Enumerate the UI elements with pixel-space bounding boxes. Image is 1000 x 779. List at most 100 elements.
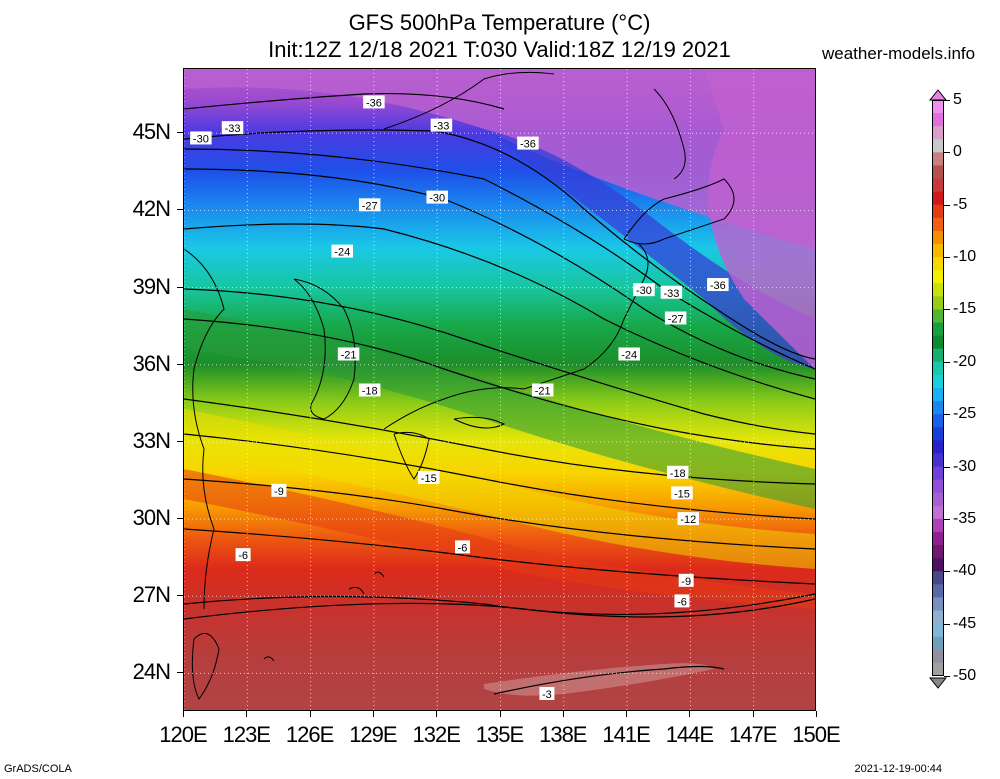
colorbar-segment: [932, 152, 944, 166]
contour-label: -36: [363, 95, 385, 109]
contour-label: -33: [660, 285, 683, 300]
japan-coast: [383, 243, 649, 430]
lon-tick-label: 141E: [602, 722, 650, 747]
colorbar-segment: [932, 414, 944, 428]
lon-tick-label: 129E: [349, 722, 397, 747]
lon-tick-label: 123E: [222, 722, 271, 747]
isotherm-line: [184, 528, 815, 585]
colorbar-segment: [932, 558, 944, 572]
software-credit: GrADS/COLA: [4, 763, 72, 775]
isotherm-line: [184, 288, 815, 435]
cold-pool-band: [184, 69, 815, 249]
lon-tick-label: 144E: [665, 722, 714, 747]
contour-label: -36: [707, 278, 729, 292]
contour-label: -33: [221, 121, 244, 135]
jet-cold-band: [484, 129, 815, 369]
colorbar-label: -25: [953, 405, 977, 423]
isotherm-line: [184, 318, 815, 450]
contour-label-text: -12: [680, 514, 696, 526]
colorbar-segment: [932, 479, 944, 494]
colorbar-tick: [944, 518, 950, 520]
colorbar-label: 0: [953, 143, 962, 161]
contour-label-text: -18: [670, 468, 686, 480]
lat-tick: [177, 132, 183, 134]
colorbar-segment: [932, 322, 944, 337]
contour-label-text: -36: [520, 139, 536, 151]
lon-tick-label: 150E: [792, 722, 840, 747]
contour-label-text: -21: [341, 349, 357, 361]
colorbar-tick: [944, 466, 950, 468]
colorbar-segment: [932, 453, 944, 468]
colorbar-tick: [944, 257, 950, 259]
colorbar-top-arrow: [928, 89, 948, 101]
colorbar-segment: [932, 401, 944, 415]
colorbar-segment: [932, 662, 944, 676]
colorbar-tick: [944, 309, 950, 311]
contour-label-text: -36: [710, 280, 726, 292]
lon-tick: [309, 711, 311, 717]
contour-label: -6: [455, 540, 471, 554]
colorbar-label: -5: [953, 195, 968, 213]
colorbar-label: -10: [953, 248, 977, 266]
colorbar-segment: [932, 113, 944, 127]
colorbar-segment: [932, 165, 944, 180]
northeast-cold-band: [704, 69, 815, 369]
contour-label-text: -15: [674, 488, 690, 500]
contour-label-text: -3: [542, 689, 552, 701]
colorbar-tick: [944, 361, 950, 363]
colorbar-segment: [932, 348, 944, 363]
colorbar-label: -15: [953, 300, 977, 318]
contour-label: -18: [358, 383, 381, 398]
lon-tick-label: 138E: [539, 722, 587, 747]
colorbar-tick: [944, 414, 950, 416]
lat-tick: [177, 440, 183, 442]
colorbar-segment: [932, 270, 944, 284]
colorbar-segment: [932, 610, 944, 625]
lon-tick: [246, 711, 248, 717]
contour-label: -21: [337, 347, 360, 361]
colorbar-segment: [932, 244, 944, 258]
lat-tick-label: 24N: [132, 659, 171, 685]
contour-label: -27: [664, 311, 687, 325]
contour-label-text: -24: [334, 247, 350, 259]
lat-tick-label: 45N: [132, 119, 171, 145]
contour-label: -15: [671, 486, 693, 500]
contour-label-text: -30: [193, 133, 209, 145]
ryukyu-islands: [373, 571, 385, 578]
lat-tick-label: 42N: [132, 196, 171, 222]
isotherm-line: [184, 593, 815, 616]
lon-tick: [752, 711, 754, 717]
colorbar-tick: [944, 623, 950, 625]
colorbar-label: -30: [953, 457, 977, 475]
lat-tick-label: 39N: [132, 273, 171, 299]
contour-label-text: -30: [429, 193, 445, 205]
colorbar-segment: [932, 388, 944, 402]
colorbar-segment: [932, 374, 944, 389]
colorbar-segment: [932, 204, 944, 219]
lat-tick: [177, 209, 183, 211]
isotherm-line: [184, 168, 815, 380]
colorbar-segment: [932, 427, 944, 441]
colorbar-segment: [932, 139, 944, 153]
colorbar-label: -50: [953, 667, 977, 684]
kyushu-coast: [393, 431, 430, 480]
contour-label: -24: [618, 347, 640, 361]
colorbar-segment: [932, 466, 944, 481]
colorbar-tick: [944, 204, 950, 206]
contour-label-text: -36: [366, 97, 382, 109]
contour-label-text: -27: [362, 200, 378, 212]
contour-label-text: -30: [636, 285, 652, 297]
contour-label: -9: [678, 573, 694, 588]
shikoku-coast: [453, 416, 506, 429]
colorbar-segment: [932, 361, 944, 376]
isotherm-line: [184, 148, 815, 370]
colorbar-tick: [944, 152, 950, 154]
contour-label-text: -9: [681, 576, 691, 588]
lon-tick: [183, 711, 184, 717]
ryukyu-islands: [348, 586, 365, 595]
colorbar-segment: [932, 126, 944, 140]
taiwan-coast: [191, 632, 220, 700]
lat-tick-label: 36N: [132, 350, 171, 376]
contour-label: -6: [235, 548, 251, 562]
contour-label: -15: [418, 470, 440, 485]
